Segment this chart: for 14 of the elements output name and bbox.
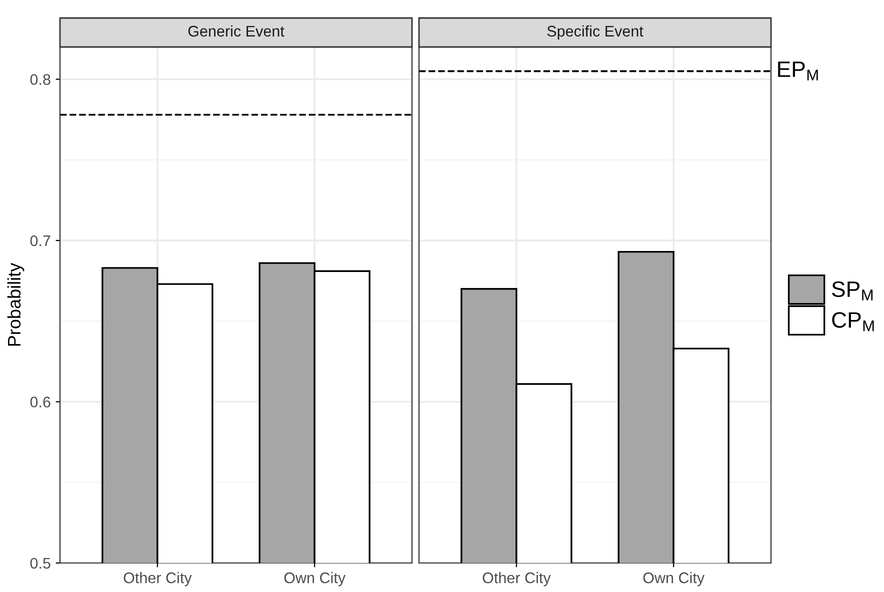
y-tick-label: 0.7 xyxy=(30,235,50,246)
y-tick-label: 0.8 xyxy=(30,74,50,85)
y-tick-label: 0.6 xyxy=(30,396,50,408)
y-tick-label: 0.5 xyxy=(30,558,50,569)
x-tick-label: Own City xyxy=(643,572,705,586)
ref-line-label: EP$_{M}$ xyxy=(778,62,818,80)
x-tick-label: Other City xyxy=(124,572,192,586)
chart-title: Generic Event xyxy=(188,25,284,37)
x-tick-label: Own City xyxy=(284,572,346,586)
legend-label: CP$_{M}$ xyxy=(832,312,874,332)
legend-label: SP$_{M}$ xyxy=(832,281,873,300)
x-tick-label: Other City xyxy=(482,572,551,586)
chart-title: Specific Event xyxy=(547,25,644,40)
y-axis-title: Probability xyxy=(7,262,24,346)
